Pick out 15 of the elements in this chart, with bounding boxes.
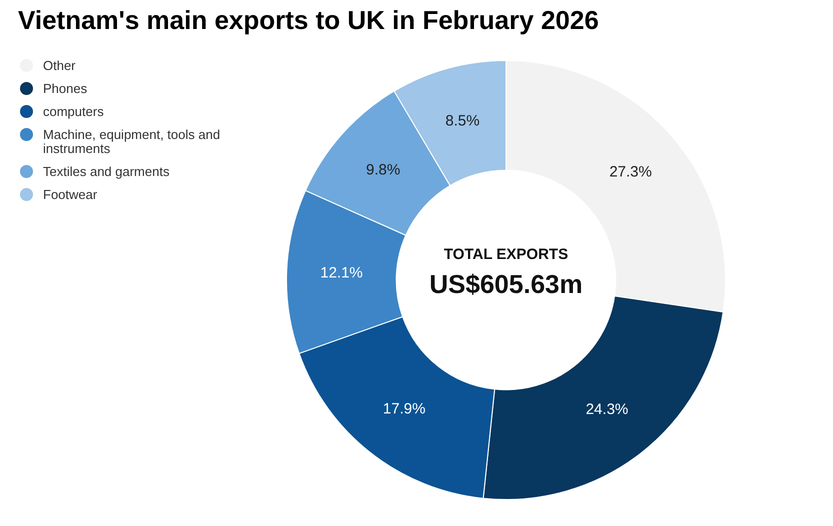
legend-label: Machine, equipment, tools and instruments [43, 127, 222, 156]
text: TOTAL EXPORTS [444, 246, 568, 264]
chart-title: Vietnam's main exports to UK in February 2026 [18, 5, 599, 36]
legend-label: Textiles and garments [43, 164, 170, 179]
data-label: 17.9% [382, 400, 426, 418]
text: US$605.63m [429, 269, 583, 300]
legend-label: Other [43, 58, 76, 73]
legend-label: computers [43, 104, 104, 119]
data-label: 9.8% [366, 162, 400, 179]
data-label: 24.3% [586, 401, 628, 418]
data-label: 27.3% [609, 164, 652, 181]
legend-label: Footwear [43, 187, 98, 202]
legend-label: Phones [43, 81, 88, 96]
data-label: 8.5% [445, 112, 480, 130]
data-label: 12.1% [320, 264, 363, 282]
